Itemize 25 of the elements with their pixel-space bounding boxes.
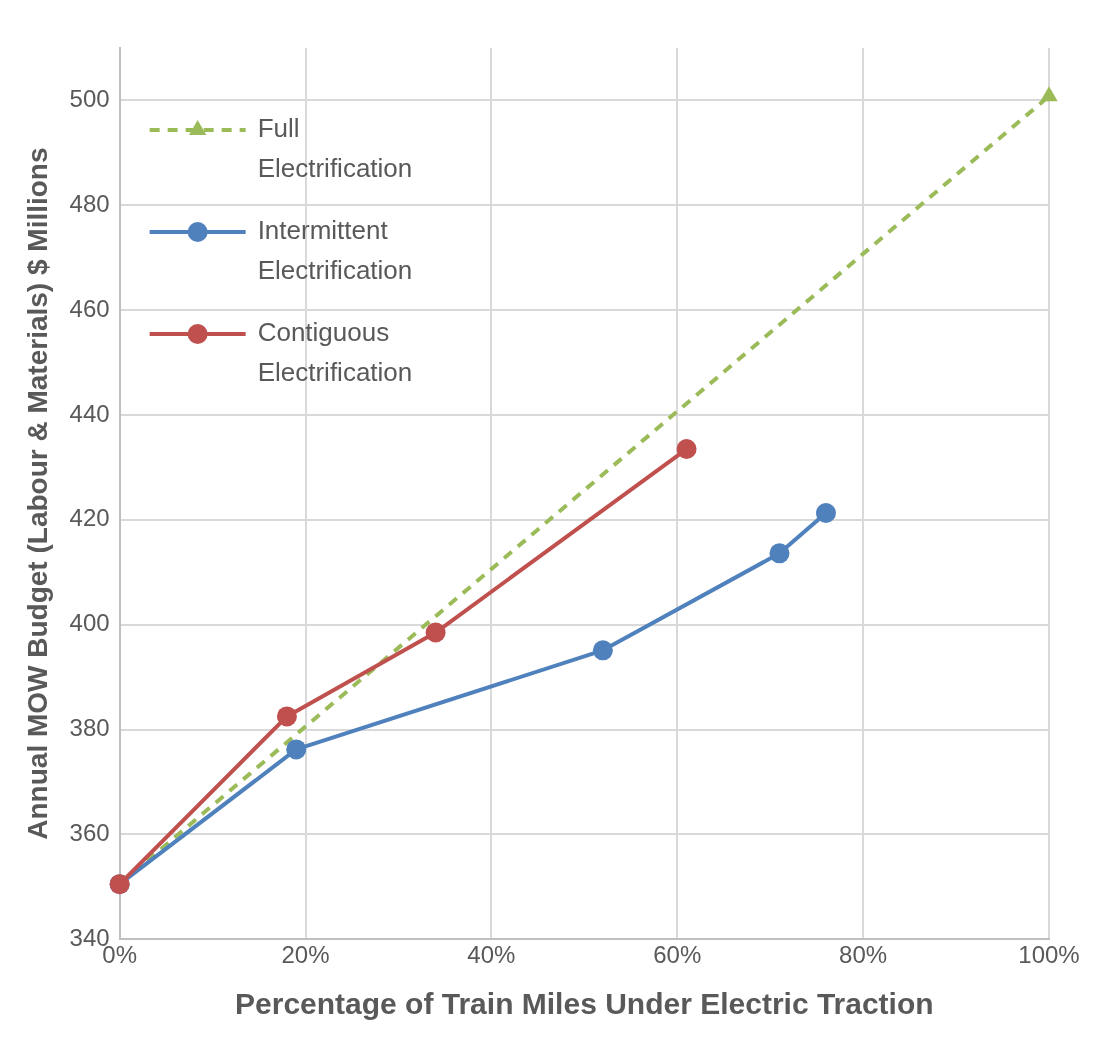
- point: [592, 640, 613, 661]
- legend-label: Contiguous Electrification: [257, 317, 413, 388]
- y-tick-label: 360: [69, 818, 110, 846]
- x-tick-label: 60%: [653, 941, 702, 969]
- point: [276, 706, 297, 727]
- x-tick-label: 80%: [839, 941, 888, 969]
- y-tick-label: 440: [69, 399, 110, 427]
- point: [425, 622, 446, 643]
- point: [676, 439, 697, 460]
- y-tick-label: 420: [69, 504, 110, 532]
- y-tick-label: 380: [69, 714, 110, 742]
- x-tick-label: 40%: [467, 941, 516, 969]
- x-tick-label: 20%: [281, 941, 330, 969]
- y-tick-label: 460: [69, 294, 110, 322]
- y-tick-label: 480: [69, 189, 110, 217]
- x-axis-title: Percentage of Train Miles Under Electric Traction: [235, 987, 934, 1021]
- y-tick-label: 500: [69, 85, 110, 113]
- y-tick-label: 400: [69, 609, 110, 637]
- y-axis-title: Annual MOW Budget (Labour & Materials) $ Millions: [21, 147, 53, 840]
- point: [815, 503, 836, 523]
- x-tick-label: 100%: [1018, 941, 1080, 969]
- point: [286, 739, 307, 760]
- legend-label: Intermittent Electrification: [257, 215, 413, 286]
- legend-label: Full Electrification: [257, 113, 413, 184]
- point: [769, 543, 790, 564]
